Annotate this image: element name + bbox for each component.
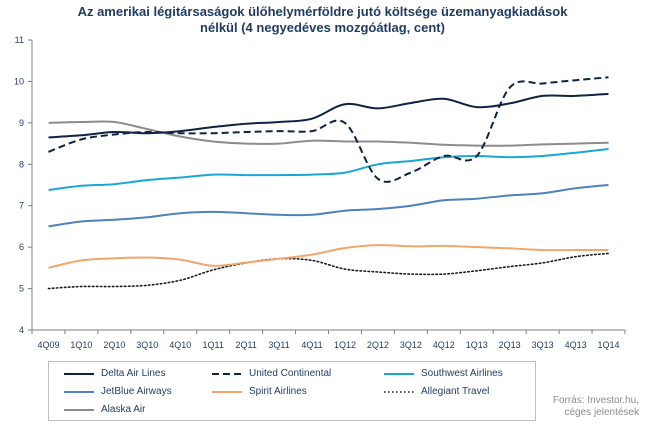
x-tick-label: 1Q10 — [70, 340, 92, 350]
legend-swatch-united-continental — [212, 372, 242, 375]
legend-item-spirit-airlines: Spirit Airlines — [211, 386, 307, 397]
y-tick-label: 8 — [19, 159, 24, 169]
x-tick-label: 2Q13 — [499, 340, 521, 350]
legend-swatch-southwest-airlines — [384, 372, 414, 375]
series-line-delta-air-lines — [48, 92, 609, 139]
series-line-united-continental — [48, 76, 609, 183]
y-tick-label: 4 — [19, 325, 24, 335]
legend-swatch-delta-air-lines — [64, 372, 94, 375]
legend-item-united-continental: United Continental — [211, 368, 331, 379]
legend-label: Allegiant Travel — [421, 386, 490, 397]
line-chart: 4 5 6 7 8 9 10 11 4Q09 1Q10 2Q10 3Q10 4Q10 1Q11 2Q11 3Q… — [14, 35, 626, 350]
legend-label: JetBlue Airways — [101, 386, 172, 397]
y-tick-label: 10 — [14, 76, 24, 86]
x-tick-label: 4Q11 — [301, 340, 322, 350]
y-tick-label: 6 — [19, 242, 24, 252]
legend-item-delta-air-lines: Delta Air Lines — [63, 368, 165, 379]
x-tick-label: 1Q12 — [334, 340, 356, 350]
source-line-1: Forrás: Investor.hu, — [552, 395, 639, 406]
legend-item-allegiant-travel: Allegiant Travel — [383, 386, 489, 397]
legend-swatch-allegiant-travel — [384, 390, 414, 393]
chart-title-line-2: nélkül (4 negyedéves mozgóátlag, cent) — [200, 20, 445, 35]
chart-legend: Delta Air Lines United Continental Southwe… — [48, 361, 536, 421]
y-tick-label: 7 — [19, 201, 24, 211]
x-tick-label: 3Q12 — [400, 340, 422, 350]
source-note: Forrás: Investor.hu, céges jelentések — [553, 395, 639, 419]
x-tick-label: 2Q11 — [235, 340, 256, 350]
x-tick-label: 4Q10 — [169, 340, 191, 350]
legend-label: Spirit Airlines — [249, 386, 307, 397]
series-line-southwest-airlines — [48, 148, 609, 191]
x-tick-label: 1Q13 — [466, 340, 488, 350]
legend-label: Southwest Airlines — [421, 368, 503, 379]
source-line-2: céges jelentések — [564, 407, 640, 418]
x-tick-label: 1Q11 — [203, 340, 224, 350]
legend-item-jetblue-airways: JetBlue Airways — [63, 386, 172, 397]
legend-item-alaska-air: Alaska Air — [63, 404, 145, 415]
chart-series — [47, 76, 610, 290]
x-tick-label: 4Q09 — [37, 340, 59, 350]
x-tick-label: 1Q14 — [598, 340, 620, 350]
legend-swatch-jetblue-airways — [64, 390, 94, 393]
legend-swatch-alaska-air — [64, 408, 94, 411]
chart-title-line-1: Az amerikai légitársaságok ülőhelymérföl… — [77, 4, 568, 19]
y-tick-label: 5 — [19, 284, 24, 294]
x-tick-label: 4Q13 — [565, 340, 587, 350]
series-line-allegiant-travel — [47, 252, 610, 290]
x-tick-label: 3Q10 — [136, 340, 158, 350]
legend-label: United Continental — [249, 368, 332, 379]
series-line-jetblue-airways — [48, 184, 609, 228]
x-tick-label: 3Q11 — [268, 340, 289, 350]
y-tick-label: 9 — [19, 118, 24, 128]
series-line-alaska-air — [48, 120, 609, 147]
x-tick-label: 2Q12 — [367, 340, 389, 350]
legend-label: Alaska Air — [101, 404, 146, 415]
chart-axes: 4 5 6 7 8 9 10 11 4Q09 1Q10 2Q10 3Q10 4Q10 1Q11 2Q11 3Q… — [14, 35, 626, 350]
y-tick-label: 11 — [15, 35, 24, 45]
x-tick-label: 2Q10 — [103, 340, 125, 350]
series-line-spirit-airlines — [48, 244, 609, 269]
x-tick-label: 3Q13 — [532, 340, 554, 350]
legend-swatch-spirit-airlines — [212, 390, 242, 393]
legend-label: Delta Air Lines — [101, 368, 166, 379]
x-tick-label: 4Q12 — [433, 340, 455, 350]
chart-title: Az amerikai légitársaságok ülőhelymérföl… — [0, 4, 645, 36]
legend-item-southwest-airlines: Southwest Airlines — [383, 368, 503, 379]
